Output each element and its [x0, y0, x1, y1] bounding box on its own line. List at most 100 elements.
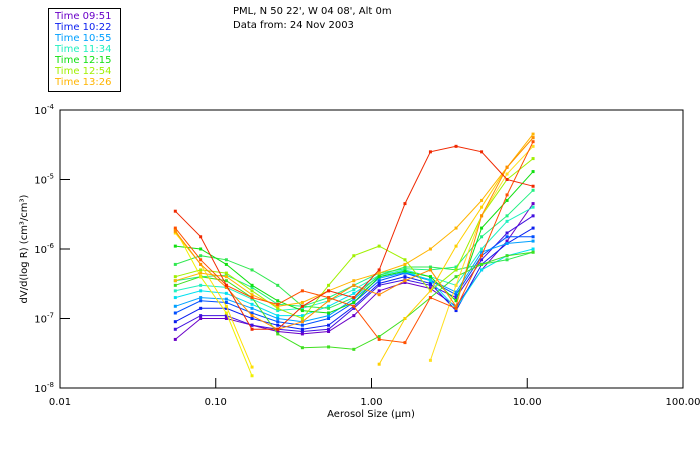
- y-tick-label: 10-8: [34, 381, 54, 395]
- data-point: [300, 330, 304, 334]
- data-point: [250, 306, 254, 310]
- data-point: [327, 283, 331, 287]
- data-point: [173, 244, 177, 248]
- data-point: [505, 231, 509, 235]
- data-point: [224, 314, 228, 318]
- data-point: [173, 229, 177, 233]
- data-point: [300, 320, 304, 324]
- data-point: [428, 247, 432, 251]
- data-point: [300, 309, 304, 313]
- data-point: [327, 317, 331, 320]
- data-point: [199, 283, 203, 287]
- legend-entry: Time 10:22: [55, 22, 112, 33]
- data-point: [276, 302, 280, 306]
- data-point: [505, 198, 509, 202]
- data-point: [327, 304, 331, 308]
- data-point: [480, 235, 484, 239]
- data-point: [505, 178, 509, 181]
- data-point: [250, 327, 254, 331]
- data-point: [199, 258, 203, 262]
- data-point: [377, 244, 381, 248]
- data-point: [327, 311, 331, 315]
- data-point: [173, 289, 177, 293]
- y-tick-exp: -5: [47, 173, 54, 181]
- data-point: [480, 268, 484, 272]
- data-point: [276, 332, 280, 336]
- data-point: [377, 337, 381, 341]
- data-point: [352, 283, 356, 287]
- data-point: [352, 279, 356, 283]
- data-point: [250, 323, 254, 327]
- data-point: [505, 239, 509, 243]
- data-point: [454, 265, 458, 269]
- data-point: [377, 271, 381, 275]
- data-point: [531, 136, 535, 140]
- data-point: [224, 275, 228, 279]
- series-s20: [173, 144, 535, 331]
- data-point: [276, 327, 280, 331]
- data-point: [276, 314, 280, 318]
- data-point: [377, 281, 381, 285]
- data-point: [224, 279, 228, 283]
- data-point: [199, 306, 203, 310]
- data-point: [480, 150, 484, 154]
- data-point: [300, 300, 304, 304]
- data-point: [276, 299, 280, 303]
- data-point: [352, 296, 356, 300]
- data-point: [300, 306, 304, 310]
- data-point: [531, 170, 535, 174]
- data-point: [173, 262, 177, 266]
- data-point: [505, 172, 509, 176]
- y-tick-exp: -6: [47, 242, 55, 250]
- data-point: [454, 304, 458, 308]
- chart-title: PML, N 50 22', W 04 08', Alt 0m Data fro…: [233, 5, 392, 33]
- y-tick-label: 10-5: [34, 173, 54, 187]
- data-point: [173, 337, 177, 341]
- data-point: [352, 291, 356, 295]
- data-point: [505, 258, 509, 262]
- legend-entry: Time 10:55: [55, 33, 112, 44]
- data-point: [505, 165, 509, 169]
- data-point: [224, 306, 228, 310]
- data-point: [276, 306, 280, 310]
- data-point: [403, 275, 407, 279]
- data-point: [173, 320, 177, 324]
- data-point: [377, 283, 381, 287]
- series-s10: [173, 170, 535, 315]
- data-point: [352, 304, 356, 308]
- data-point: [250, 302, 254, 306]
- data-point: [505, 214, 509, 218]
- data-point: [403, 280, 407, 284]
- data-point: [199, 247, 203, 251]
- y-tick-exp: -4: [47, 103, 55, 111]
- data-point: [224, 285, 228, 289]
- data-point: [428, 281, 432, 285]
- data-point: [480, 205, 484, 209]
- legend-entry: Time 11:34: [55, 44, 112, 55]
- data-point: [428, 265, 432, 269]
- data-point: [300, 317, 304, 320]
- data-point: [531, 239, 535, 243]
- data-point: [531, 250, 535, 254]
- y-tick-base: 10: [34, 176, 47, 187]
- y-tick-base: 10: [34, 245, 47, 256]
- data-point: [327, 330, 331, 334]
- data-point: [276, 323, 280, 327]
- data-point: [480, 262, 484, 266]
- data-point: [454, 306, 458, 310]
- data-point: [300, 289, 304, 293]
- y-tick-base: 10: [34, 315, 47, 326]
- x-tick-label: 0.01: [49, 397, 71, 408]
- y-tick-base: 10: [34, 106, 47, 117]
- data-point: [327, 314, 331, 318]
- data-point: [276, 304, 280, 308]
- data-point: [327, 306, 331, 310]
- data-point: [454, 283, 458, 287]
- series-line: [175, 171, 534, 314]
- y-tick-label: 10-6: [34, 242, 54, 256]
- data-point: [505, 193, 509, 197]
- data-point: [173, 327, 177, 331]
- data-point: [403, 317, 407, 320]
- data-point: [173, 311, 177, 315]
- data-point: [480, 250, 484, 254]
